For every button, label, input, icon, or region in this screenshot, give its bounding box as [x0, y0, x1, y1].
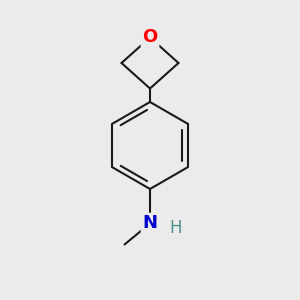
Text: N: N [142, 214, 158, 232]
Text: H: H [169, 219, 182, 237]
Text: O: O [142, 28, 158, 46]
